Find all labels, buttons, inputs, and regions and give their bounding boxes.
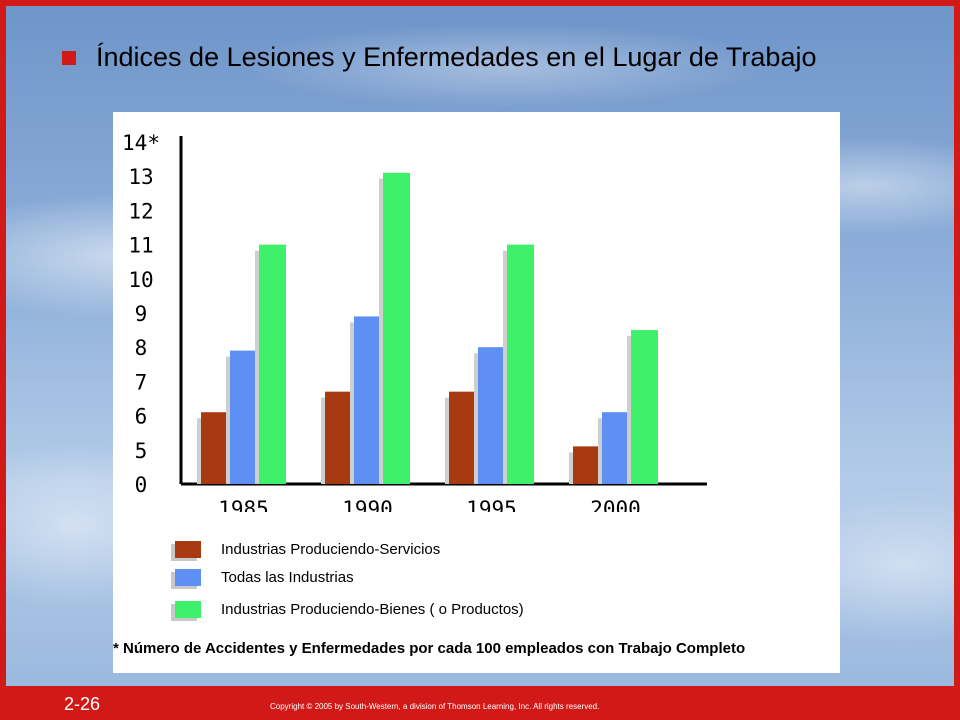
bar-shadow — [226, 356, 230, 484]
bar-shadow — [350, 322, 354, 484]
legend-label: Todas las Industrias — [221, 568, 354, 586]
y-tick-label: 6 — [135, 405, 148, 429]
x-tick-label: 1985 — [218, 497, 269, 512]
bar — [259, 244, 286, 484]
copyright-notice: Copyright © 2005 by South-Western, a div… — [270, 702, 600, 711]
bar — [383, 172, 410, 484]
square-bullet-icon — [62, 51, 76, 65]
legend-label: Industrias Produciendo-Servicios — [221, 540, 441, 558]
y-tick-label: 8 — [135, 336, 148, 360]
x-tick-label: 1995 — [466, 497, 517, 512]
legend-item: Industrias Produciendo-Bienes ( o Produc… — [175, 598, 524, 620]
legend-item: Todas las Industrias — [175, 566, 354, 588]
legend-swatch — [175, 540, 201, 558]
bar-shadow — [503, 250, 507, 484]
y-tick-label: 10 — [128, 268, 153, 292]
y-tick-label: 11 — [128, 234, 153, 258]
bar — [354, 316, 381, 484]
bar-shadow — [379, 178, 383, 484]
y-tick-label: 7 — [135, 370, 148, 394]
x-tick-label: 1990 — [342, 497, 393, 512]
bar-shadow — [255, 250, 259, 484]
slide-number: 2-26 — [64, 694, 101, 714]
bar-shadow — [474, 353, 478, 484]
y-tick-label: 12 — [128, 199, 153, 223]
y-tick-label: 9 — [135, 302, 148, 326]
legend-item: Industrias Produciendo-Servicios — [175, 538, 440, 560]
y-tick-label: 14* — [122, 131, 160, 155]
y-tick-label: 13 — [128, 165, 153, 189]
bar — [602, 412, 629, 484]
y-tick-label: 5 — [135, 439, 148, 463]
bar — [325, 391, 352, 484]
bar — [631, 330, 658, 484]
legend-label: Industrias Produciendo-Bienes ( o Produc… — [221, 600, 524, 618]
bar — [507, 244, 534, 484]
bar-shadow — [445, 397, 449, 484]
slide-title: Índices de Lesiones y Enfermedades en el… — [96, 42, 817, 72]
bar — [449, 391, 476, 484]
bar-shadow — [197, 418, 201, 484]
bar — [230, 350, 257, 484]
chart-footnote: * Número de Accidentes y Enfermedades po… — [113, 640, 746, 657]
bar — [573, 446, 600, 484]
bar-shadow — [598, 418, 602, 484]
legend-swatch — [175, 600, 201, 618]
bar — [201, 412, 228, 484]
bar-chart: 0 5 6 7 8 9 10 11 12 13 14* 1985 1990 1995 2000 — [122, 131, 707, 521]
title-row: Índices de Lesiones y Enfermedades en el… — [62, 42, 862, 72]
bar — [478, 347, 505, 484]
legend-swatch — [175, 568, 201, 586]
y-tick-label: 0 — [135, 473, 148, 497]
x-tick-label: 2000 — [590, 497, 641, 512]
bottom-bar — [0, 690, 960, 720]
chart-panel: 0 5 6 7 8 9 10 11 12 13 14* 1985 1990 1995 2000 Indust… — [113, 112, 840, 673]
bar-shadow — [627, 336, 631, 484]
bar-shadow — [569, 452, 573, 484]
bar-shadow — [321, 397, 325, 484]
